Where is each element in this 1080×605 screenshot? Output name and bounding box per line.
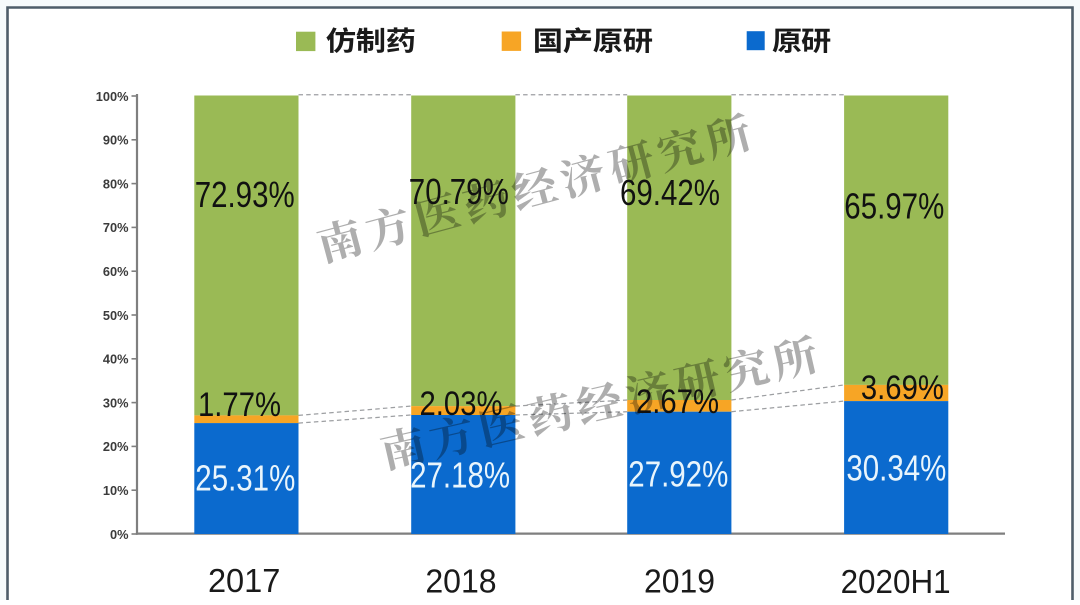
svg-text:2019: 2019: [644, 563, 715, 600]
svg-text:20%: 20%: [103, 439, 129, 454]
svg-text:90%: 90%: [103, 133, 129, 148]
svg-text:65.97%: 65.97%: [844, 186, 944, 227]
svg-text:70%: 70%: [103, 220, 129, 235]
svg-text:60%: 60%: [103, 264, 129, 279]
svg-text:10%: 10%: [103, 483, 129, 498]
svg-text:3.69%: 3.69%: [861, 369, 944, 407]
svg-text:27.92%: 27.92%: [628, 454, 728, 495]
svg-text:50%: 50%: [103, 308, 129, 323]
svg-text:80%: 80%: [103, 176, 129, 191]
svg-text:25.31%: 25.31%: [195, 457, 295, 498]
svg-text:70.79%: 70.79%: [409, 171, 509, 212]
svg-text:1.77%: 1.77%: [198, 386, 281, 424]
svg-text:2.03%: 2.03%: [420, 385, 503, 423]
svg-text:72.93%: 72.93%: [195, 174, 295, 215]
svg-text:30.34%: 30.34%: [846, 447, 946, 488]
svg-text:2.67%: 2.67%: [636, 383, 719, 421]
svg-text:40%: 40%: [103, 352, 129, 367]
svg-text:2020H1: 2020H1: [841, 563, 951, 600]
svg-text:0%: 0%: [110, 527, 129, 542]
svg-text:27.18%: 27.18%: [410, 455, 510, 496]
svg-text:30%: 30%: [103, 395, 129, 410]
svg-text:69.42%: 69.42%: [620, 172, 720, 213]
svg-text:2018: 2018: [425, 562, 496, 599]
svg-text:100%: 100%: [96, 89, 129, 104]
svg-text:2017: 2017: [208, 562, 281, 599]
